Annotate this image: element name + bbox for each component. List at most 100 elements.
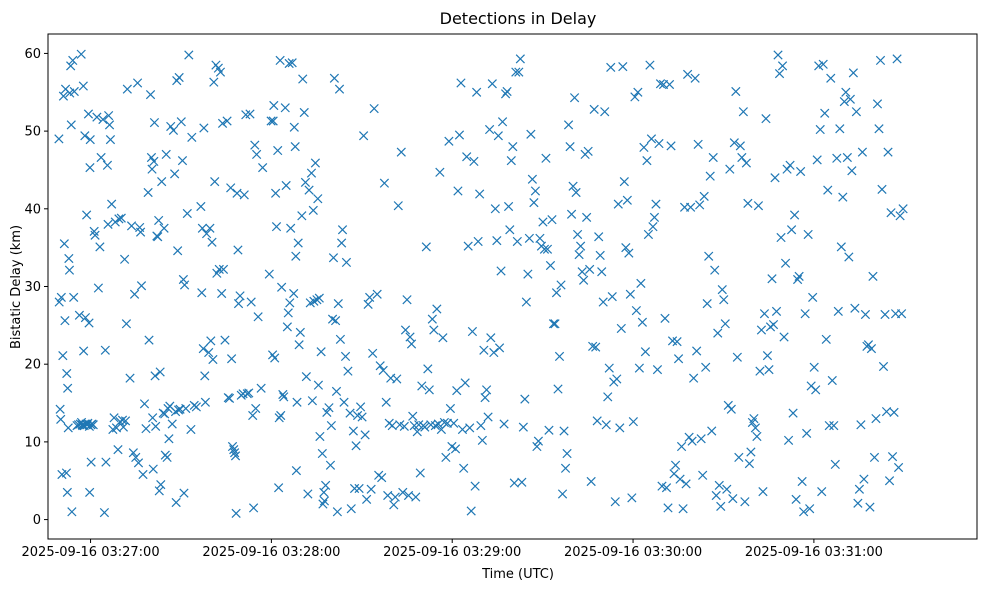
data-point xyxy=(166,121,176,132)
data-point xyxy=(162,452,172,463)
data-point xyxy=(266,116,276,126)
data-point xyxy=(889,407,899,417)
data-point xyxy=(544,425,554,435)
x-axis-label: Time (UTC) xyxy=(481,567,554,582)
data-point xyxy=(331,386,342,397)
data-point xyxy=(365,292,375,303)
data-point xyxy=(278,389,288,400)
data-point xyxy=(556,280,566,290)
data-point xyxy=(616,323,626,334)
data-point xyxy=(466,506,476,516)
data-point xyxy=(542,244,553,254)
data-point xyxy=(710,265,720,275)
data-point xyxy=(99,507,110,518)
data-point xyxy=(773,50,783,60)
data-point xyxy=(297,211,307,221)
data-point xyxy=(797,476,807,487)
y-tick-label: 0 xyxy=(33,513,41,528)
data-point xyxy=(229,445,239,455)
data-point xyxy=(293,238,303,248)
data-point xyxy=(487,79,497,89)
data-point xyxy=(637,317,648,327)
data-point xyxy=(704,251,714,261)
data-point xyxy=(735,141,745,151)
data-point xyxy=(269,100,279,111)
data-point xyxy=(369,103,379,114)
y-axis-label: Bistatic Delay (km) xyxy=(9,225,24,349)
data-point xyxy=(174,72,184,83)
data-point xyxy=(258,163,268,173)
data-points xyxy=(54,49,908,518)
data-point xyxy=(758,486,768,497)
data-point xyxy=(764,365,774,375)
data-point xyxy=(303,489,313,499)
data-point xyxy=(817,486,827,497)
data-point xyxy=(277,282,287,292)
data-point xyxy=(60,316,70,326)
data-point xyxy=(887,452,898,462)
data-point xyxy=(279,392,289,402)
data-point xyxy=(306,168,317,178)
data-point xyxy=(208,354,218,365)
data-point xyxy=(301,371,311,382)
data-point xyxy=(839,96,849,107)
data-point xyxy=(661,483,672,493)
data-point xyxy=(803,229,813,240)
data-point xyxy=(64,253,74,264)
data-point xyxy=(156,479,166,490)
data-point xyxy=(696,434,706,444)
data-point xyxy=(515,54,525,64)
data-point xyxy=(880,309,890,320)
data-point xyxy=(220,335,230,345)
data-point xyxy=(527,174,538,184)
data-point xyxy=(731,86,741,97)
data-point xyxy=(472,87,482,97)
data-point xyxy=(400,325,411,335)
data-point xyxy=(869,452,880,463)
data-point xyxy=(848,68,858,78)
data-point xyxy=(387,420,397,431)
data-point xyxy=(58,91,69,101)
data-point xyxy=(93,283,104,293)
data-point xyxy=(660,313,670,323)
data-point xyxy=(408,411,418,421)
data-point xyxy=(565,142,575,152)
data-point xyxy=(469,156,479,167)
data-point xyxy=(582,212,592,222)
data-point xyxy=(324,403,334,413)
data-point xyxy=(532,441,542,452)
data-point xyxy=(708,152,718,163)
data-point xyxy=(82,210,92,220)
data-point xyxy=(351,441,361,451)
data-point xyxy=(149,156,159,167)
data-point xyxy=(205,223,215,233)
data-point xyxy=(232,188,242,198)
data-point xyxy=(178,274,189,285)
data-point xyxy=(701,362,711,372)
data-point xyxy=(312,295,322,305)
y-tick-label: 50 xyxy=(24,125,41,140)
data-point xyxy=(802,428,812,438)
data-point xyxy=(58,351,68,361)
data-point xyxy=(244,388,254,398)
data-point xyxy=(282,322,292,332)
data-point xyxy=(325,460,336,470)
data-point xyxy=(579,275,589,285)
data-point xyxy=(333,298,343,309)
data-point xyxy=(881,406,892,417)
data-point xyxy=(154,215,164,226)
data-point xyxy=(104,120,115,130)
data-point xyxy=(83,109,94,119)
data-point xyxy=(295,327,305,337)
data-point xyxy=(383,490,393,501)
data-point xyxy=(693,139,703,149)
data-point xyxy=(316,347,326,357)
data-point xyxy=(711,490,721,501)
data-point xyxy=(606,62,616,73)
data-point xyxy=(523,269,533,279)
data-point xyxy=(476,420,486,431)
data-point xyxy=(357,412,367,422)
data-point xyxy=(389,500,399,510)
data-point xyxy=(151,421,161,431)
data-point xyxy=(105,135,116,145)
